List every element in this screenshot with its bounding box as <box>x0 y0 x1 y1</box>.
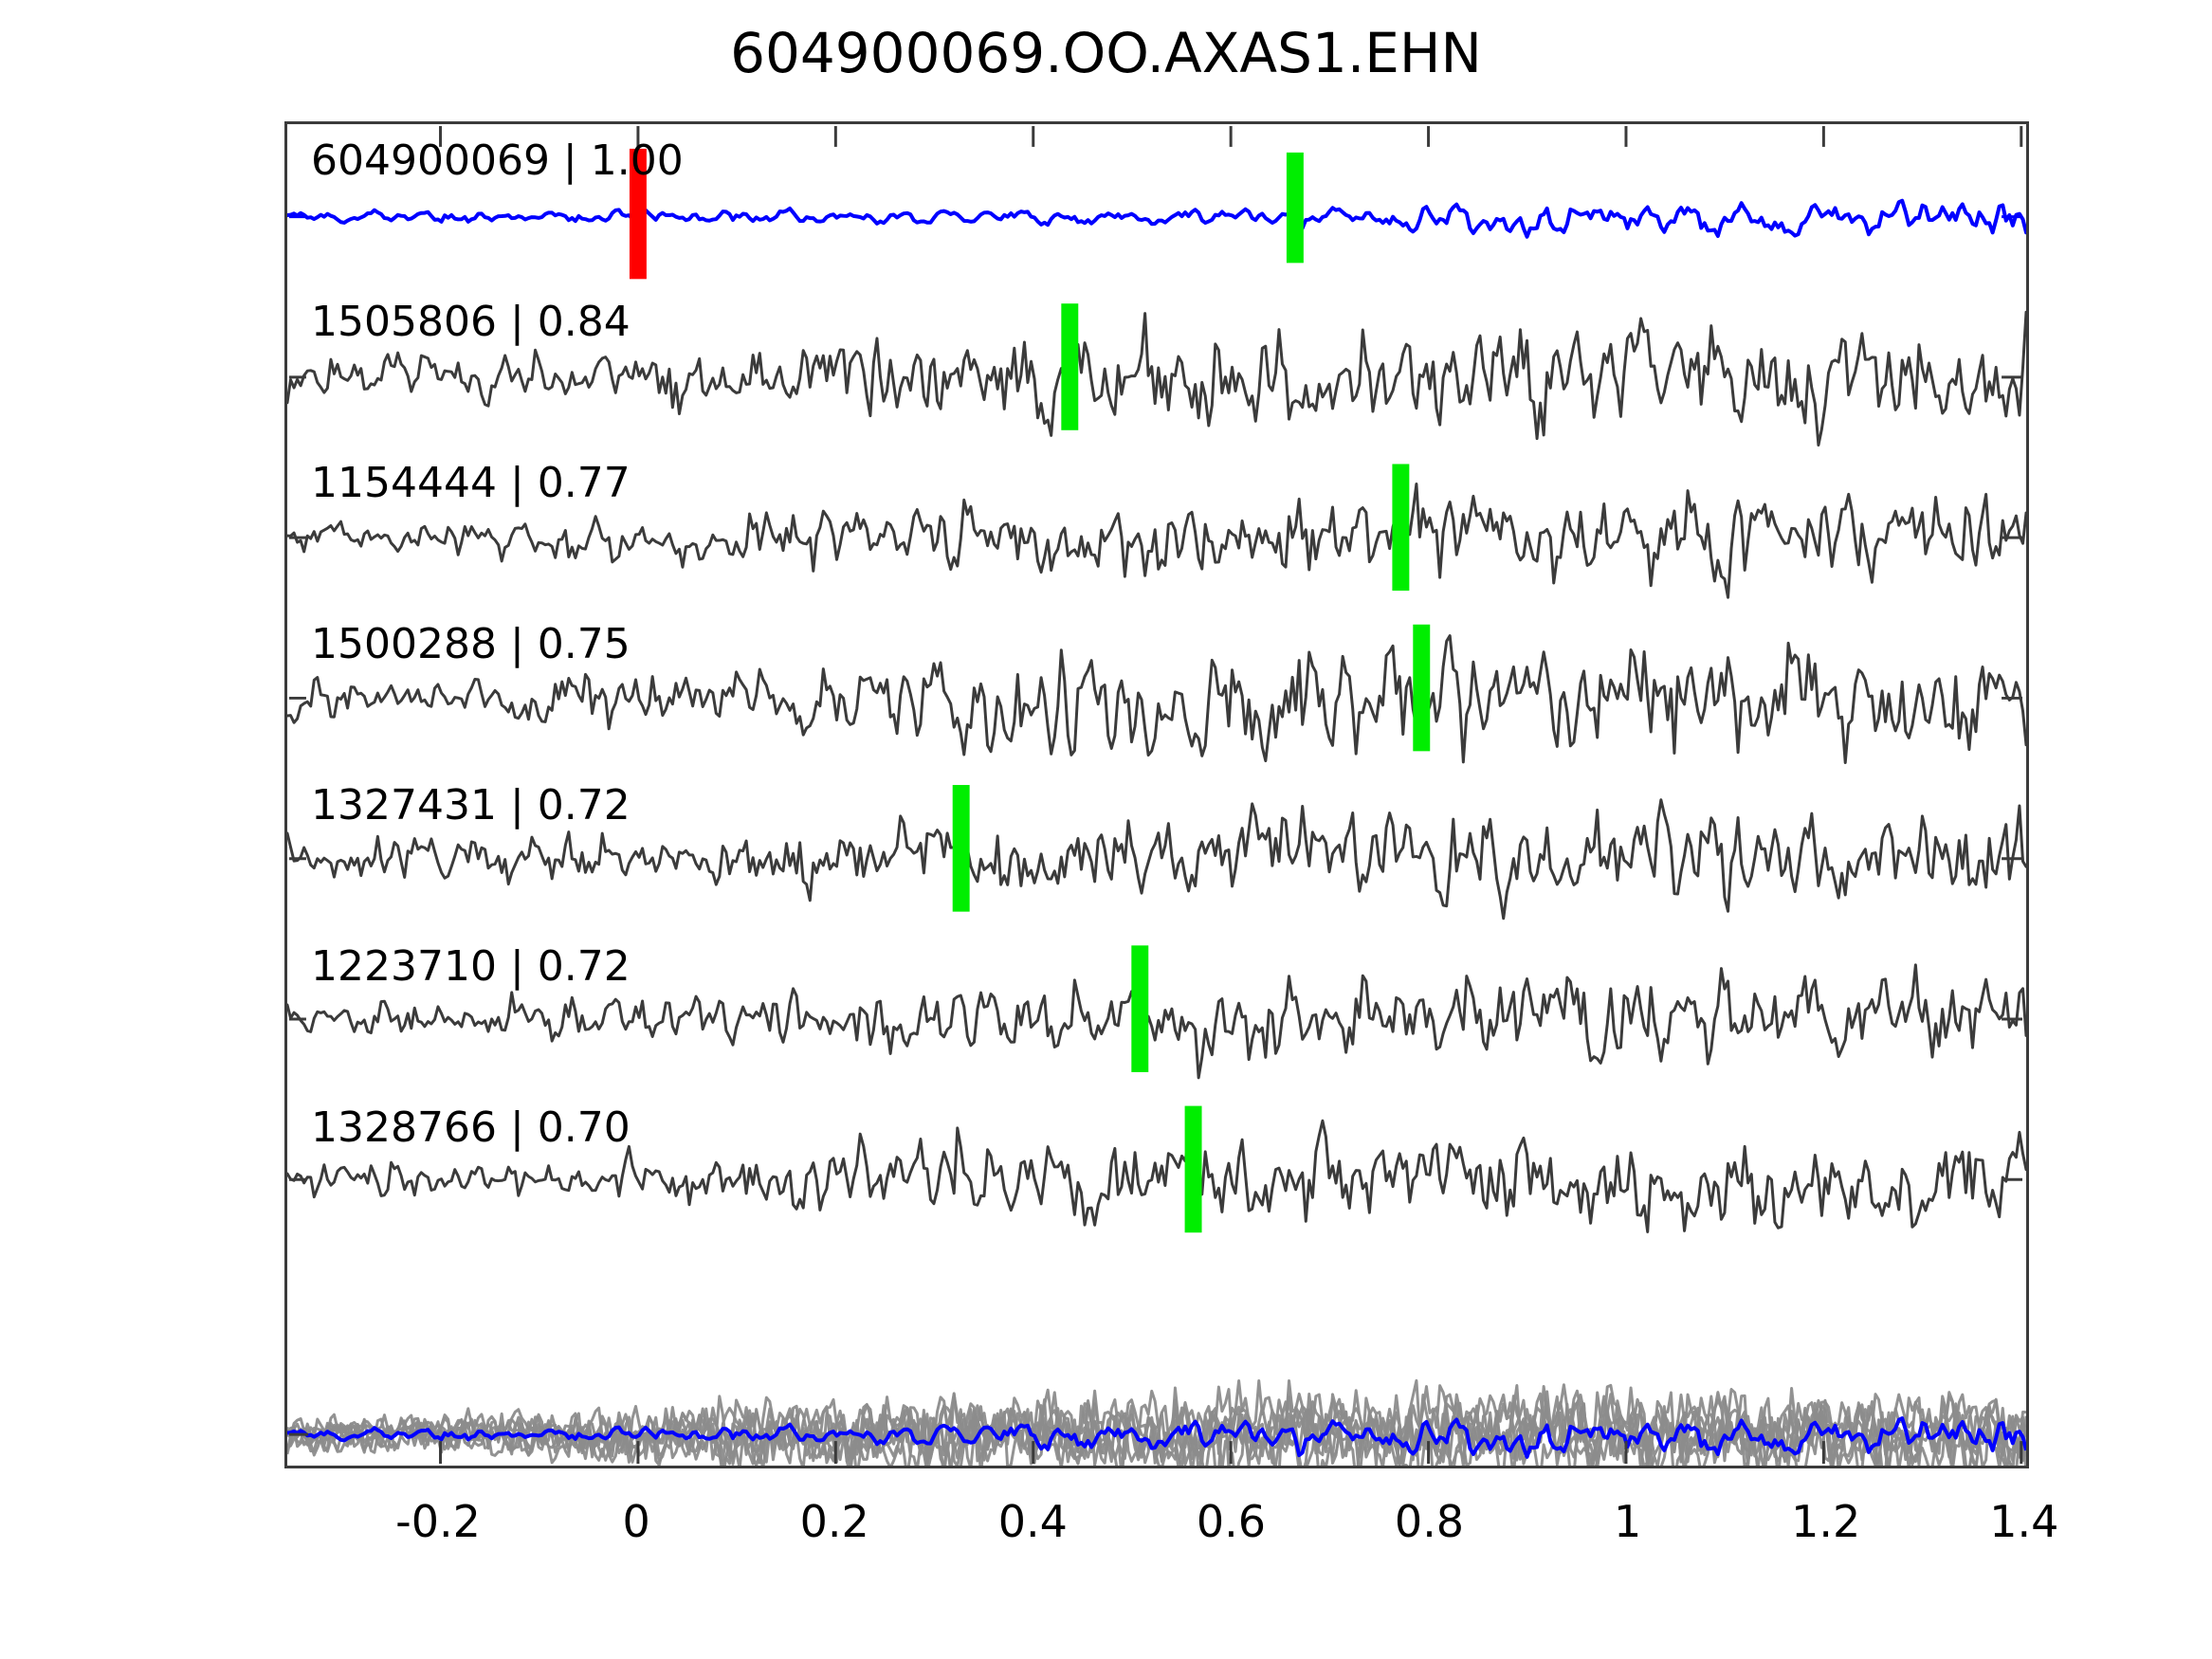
waveform-trace-604900069 <box>287 198 2026 239</box>
stack-gray-trace-1154444 <box>287 1386 2026 1466</box>
xtick-label-2: 0.2 <box>799 1496 869 1547</box>
waveform-trace-1327431 <box>287 798 2026 921</box>
page-title: 604900069.OO.AXAS1.EHN <box>730 21 1482 85</box>
stack-template-trace <box>287 1416 2026 1459</box>
origin-time-marker-604900069 <box>629 148 647 280</box>
xtick-label-5: 0.8 <box>1394 1496 1465 1547</box>
phase-pick-marker-1327431 <box>952 785 970 912</box>
trace-label-1500288: 1500288 | 0.75 <box>311 620 631 668</box>
phase-pick-marker-604900069 <box>1286 152 1304 264</box>
xtick-label-7: 1.2 <box>1791 1496 1861 1547</box>
xtick-label-4: 0.6 <box>1196 1496 1266 1547</box>
plot-area <box>284 121 2029 1468</box>
waveform-trace-1154444 <box>287 480 2026 599</box>
waveform-canvas <box>287 125 2026 1466</box>
phase-pick-marker-1328766 <box>1184 1105 1202 1233</box>
trace-label-604900069: 604900069 | 1.00 <box>311 137 684 185</box>
phase-pick-marker-1223710 <box>1131 945 1149 1072</box>
waveform-trace-1328766 <box>287 1119 2026 1233</box>
xtick-label-3: 0.4 <box>997 1496 1068 1547</box>
waveform-trace-1223710 <box>287 963 2026 1080</box>
xtick-label-1: 0 <box>622 1496 650 1547</box>
xtick-label-0: -0.2 <box>395 1496 481 1547</box>
waveform-trace-1500288 <box>287 634 2026 765</box>
phase-pick-marker-1500288 <box>1413 624 1431 752</box>
xtick-label-8: 1.4 <box>1989 1496 2059 1547</box>
trace-label-1223710: 1223710 | 0.72 <box>311 942 631 991</box>
phase-pick-marker-1505806 <box>1061 303 1079 430</box>
xtick-label-6: 1 <box>1613 1496 1642 1547</box>
trace-label-1327431: 1327431 | 0.72 <box>311 781 631 830</box>
trace-label-1154444: 1154444 | 0.77 <box>311 459 631 507</box>
waveform-trace-1505806 <box>287 310 2026 447</box>
x-axis: -0.2 0 0.2 0.4 0.6 0.8 1 1.2 1.4 <box>284 1471 2058 1576</box>
trace-label-1328766: 1328766 | 0.70 <box>311 1103 631 1152</box>
phase-pick-marker-1154444 <box>1392 464 1410 592</box>
trace-label-1505806: 1505806 | 0.84 <box>311 298 631 346</box>
